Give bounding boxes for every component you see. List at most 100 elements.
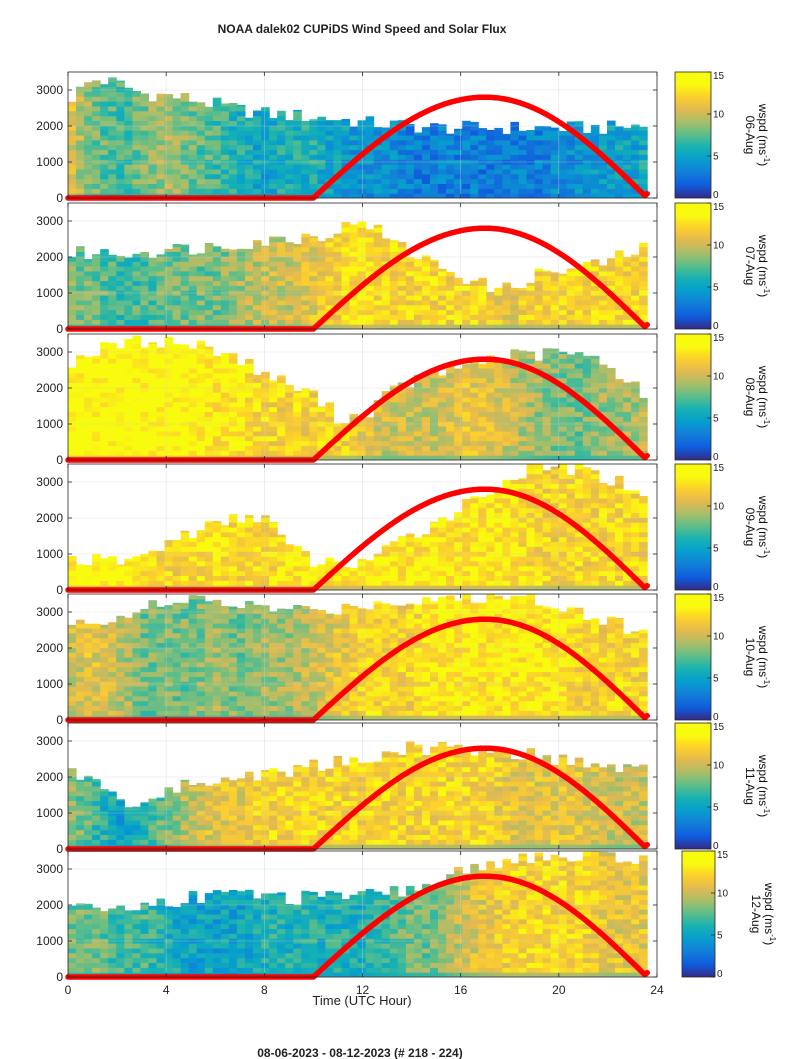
heatmap-cell [92, 556, 101, 562]
heatmap-cell [615, 416, 624, 422]
heatmap-cell [438, 440, 447, 446]
heatmap-cell [430, 154, 439, 160]
heatmap-cell [518, 382, 528, 388]
heatmap-cell [462, 387, 471, 393]
heatmap-cell [76, 387, 85, 393]
heatmap-cell [365, 178, 375, 184]
heatmap-cell [486, 531, 495, 538]
heatmap-cell [92, 575, 101, 581]
heatmap-cell [494, 411, 503, 417]
heatmap-cell [397, 560, 407, 567]
heatmap-cell [566, 475, 576, 480]
heatmap-cell [405, 304, 415, 311]
heatmap-cell [220, 178, 230, 184]
heatmap-cell [542, 183, 552, 189]
heatmap-cell [357, 139, 367, 146]
heatmap-cell [558, 397, 568, 403]
heatmap-cell [220, 130, 230, 136]
heatmap-cell [285, 319, 294, 325]
heatmap-cell [623, 183, 632, 189]
heatmap-cell [534, 168, 544, 175]
heatmap-cell [421, 266, 431, 272]
heatmap-cell [357, 261, 367, 267]
heatmap-cell [76, 445, 85, 451]
heatmap-cell [462, 183, 471, 189]
heatmap-cell [421, 565, 431, 572]
heatmap-cell [446, 382, 455, 388]
heatmap-cell [389, 285, 399, 291]
heatmap-cell [212, 580, 222, 586]
heatmap-cell [470, 164, 479, 170]
heatmap-cell [317, 139, 326, 146]
heatmap-cell [116, 426, 125, 432]
heatmap-cell [639, 299, 648, 306]
heatmap-cell [132, 253, 141, 257]
heatmap-cell [357, 565, 367, 572]
heatmap-cell [84, 280, 93, 286]
heatmap-cell [574, 144, 584, 151]
heatmap-cell [365, 135, 375, 141]
heatmap-cell [486, 497, 495, 504]
heatmap-cell [438, 135, 447, 141]
heatmap-cell [558, 527, 568, 533]
heatmap-cell [253, 135, 262, 141]
heatmap-cell [566, 188, 576, 194]
heatmap-cell [454, 183, 463, 189]
heatmap-cell [341, 135, 351, 141]
heatmap-cell [446, 133, 455, 136]
heatmap-cell [204, 110, 214, 117]
heatmap-cell [430, 188, 439, 194]
heatmap-cell [550, 319, 560, 325]
heatmap-cell [76, 183, 85, 189]
heatmap-cell [558, 401, 568, 408]
heatmap-cell [430, 392, 439, 398]
heatmap-cell [277, 377, 286, 383]
heatmap-cell [582, 397, 592, 403]
heatmap-cell [486, 149, 495, 155]
heatmap-cell [413, 280, 423, 286]
heatmap-cell [631, 411, 640, 417]
heatmap-cell [325, 285, 334, 291]
heatmap-cell [494, 536, 503, 543]
heatmap-cell [84, 358, 93, 364]
heatmap-cell [462, 585, 471, 590]
heatmap-cell [413, 135, 423, 141]
heatmap-cell [188, 275, 198, 282]
heatmap-cell [558, 556, 568, 562]
heatmap-cell [389, 426, 399, 432]
heatmap-cell [180, 154, 190, 160]
heatmap-cell [454, 541, 463, 547]
heatmap-cell [615, 507, 624, 513]
heatmap-cell [615, 397, 624, 403]
heatmap-cell [502, 367, 511, 374]
heatmap-cell [140, 110, 149, 117]
heatmap-cell [116, 168, 125, 175]
heatmap-cell [373, 295, 383, 301]
heatmap-cell [598, 168, 608, 175]
heatmap-cell [510, 287, 519, 291]
heatmap-cell [397, 242, 407, 248]
heatmap-cell [462, 144, 471, 151]
heatmap-cell [92, 570, 101, 576]
heatmap-cell [261, 411, 270, 417]
heatmap-cell [301, 139, 310, 146]
heatmap-cell [550, 188, 560, 194]
heatmap-cell [470, 585, 479, 590]
heatmap-cell [253, 266, 262, 272]
heatmap-cell [212, 164, 222, 170]
heatmap-cell [309, 144, 318, 151]
heatmap-cell [164, 319, 174, 325]
heatmap-cell [639, 397, 648, 403]
heatmap-cell [172, 125, 182, 131]
heatmap-cell [253, 110, 262, 117]
heatmap-cell [405, 536, 415, 543]
heatmap-cell [325, 139, 334, 146]
heatmap-cell [100, 309, 109, 315]
heatmap-cell [204, 243, 214, 248]
heatmap-cell [204, 275, 214, 282]
heatmap-cell [220, 309, 230, 315]
heatmap-cell [245, 541, 254, 547]
heatmap-cell [454, 285, 463, 291]
heatmap-cell [212, 541, 222, 547]
heatmap-cell [526, 580, 536, 586]
